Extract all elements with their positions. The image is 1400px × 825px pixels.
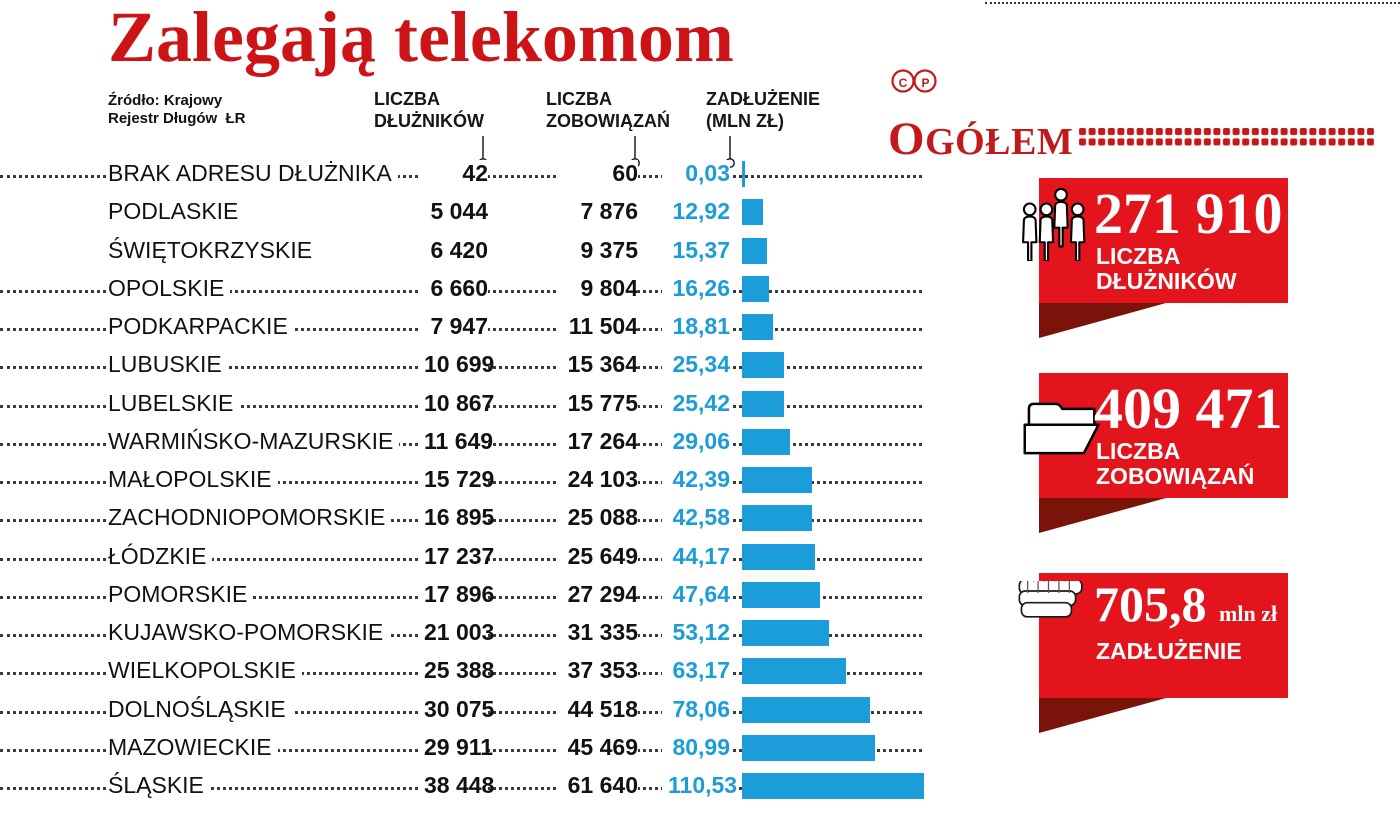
svg-text:P: P [921,76,929,90]
svg-text:C: C [899,76,908,90]
